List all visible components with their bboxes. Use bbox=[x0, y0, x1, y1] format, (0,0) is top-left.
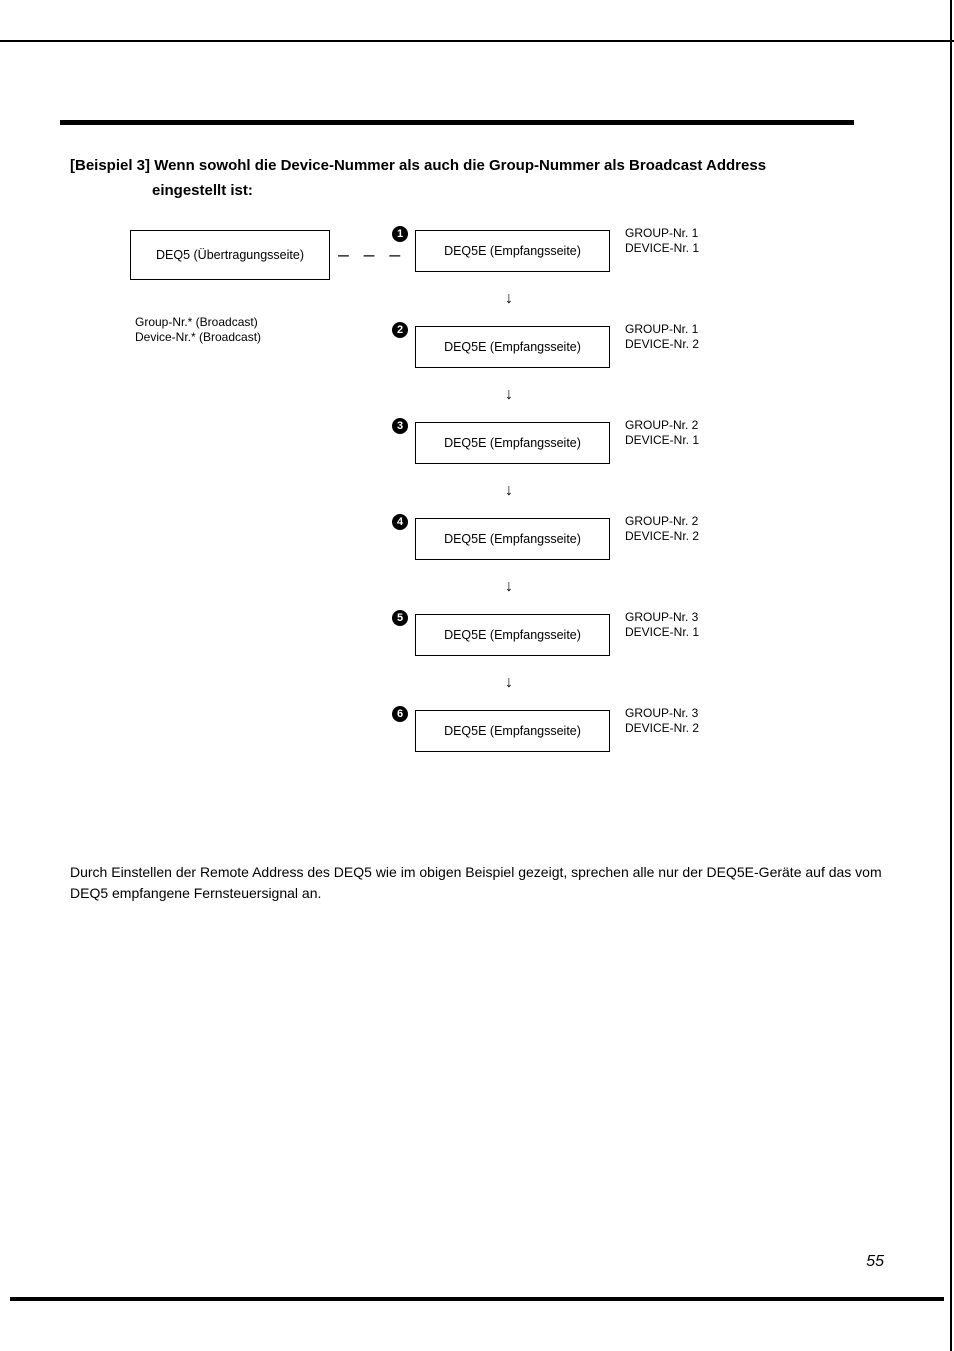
receiver-info-2: GROUP-Nr. 1DEVICE-Nr. 2 bbox=[625, 322, 699, 352]
receiver-info-device: DEVICE-Nr. 2 bbox=[625, 529, 699, 544]
receiver-info-device: DEVICE-Nr. 1 bbox=[625, 625, 699, 640]
page: [Beispiel 3] Wenn sowohl die Device-Numm… bbox=[0, 0, 954, 1351]
receiver-info-3: GROUP-Nr. 2DEVICE-Nr. 1 bbox=[625, 418, 699, 448]
receiver-info-device: DEVICE-Nr. 2 bbox=[625, 337, 699, 352]
down-arrow-icon: ↓ bbox=[505, 482, 513, 500]
receiver-info-5: GROUP-Nr. 3DEVICE-Nr. 1 bbox=[625, 610, 699, 640]
receiver-info-1: GROUP-Nr. 1DEVICE-Nr. 1 bbox=[625, 226, 699, 256]
broadcast-diagram: DEQ5 (Übertragungsseite) Group-Nr.* (Bro… bbox=[0, 220, 954, 820]
receiver-badge-1: 1 bbox=[392, 226, 408, 242]
receiver-badge-6: 6 bbox=[392, 706, 408, 722]
receiver-info-group: GROUP-Nr. 2 bbox=[625, 418, 699, 433]
receiver-info-group: GROUP-Nr. 3 bbox=[625, 706, 699, 721]
receiver-box-2: DEQ5E (Empfangsseite) bbox=[415, 326, 610, 368]
receiver-info-device: DEVICE-Nr. 1 bbox=[625, 241, 699, 256]
transmit-sub-line1: Group-Nr.* (Broadcast) bbox=[135, 315, 261, 330]
receiver-box-4: DEQ5E (Empfangsseite) bbox=[415, 518, 610, 560]
receiver-box-5: DEQ5E (Empfangsseite) bbox=[415, 614, 610, 656]
down-arrow-icon: ↓ bbox=[505, 578, 513, 596]
receiver-box-1: DEQ5E (Empfangsseite) bbox=[415, 230, 610, 272]
transmit-box: DEQ5 (Übertragungsseite) bbox=[130, 230, 330, 280]
down-arrow-icon: ↓ bbox=[505, 674, 513, 692]
heading-tag: [Beispiel 3] bbox=[70, 157, 150, 174]
receiver-badge-2: 2 bbox=[392, 322, 408, 338]
example-heading: [Beispiel 3] Wenn sowohl die Device-Numm… bbox=[70, 155, 854, 202]
heading-title-line1: Wenn sowohl die Device-Nummer als auch d… bbox=[154, 157, 766, 174]
page-number: 55 bbox=[866, 1253, 884, 1271]
heading-title-line2: eingestellt ist: bbox=[70, 180, 854, 203]
section-rule bbox=[60, 120, 854, 125]
receiver-box-3: DEQ5E (Empfangsseite) bbox=[415, 422, 610, 464]
transmit-sub-line2: Device-Nr.* (Broadcast) bbox=[135, 330, 261, 345]
down-arrow-icon: ↓ bbox=[505, 290, 513, 308]
receiver-info-group: GROUP-Nr. 2 bbox=[625, 514, 699, 529]
down-arrow-icon: ↓ bbox=[505, 386, 513, 404]
receiver-badge-3: 3 bbox=[392, 418, 408, 434]
receiver-info-group: GROUP-Nr. 1 bbox=[625, 322, 699, 337]
top-rule bbox=[0, 40, 954, 42]
receiver-info-4: GROUP-Nr. 2DEVICE-Nr. 2 bbox=[625, 514, 699, 544]
explanatory-paragraph: Durch Einstellen der Remote Address des … bbox=[70, 862, 904, 904]
receiver-badge-5: 5 bbox=[392, 610, 408, 626]
receiver-info-device: DEVICE-Nr. 1 bbox=[625, 433, 699, 448]
receiver-info-group: GROUP-Nr. 3 bbox=[625, 610, 699, 625]
receiver-info-group: GROUP-Nr. 1 bbox=[625, 226, 699, 241]
transmit-sublabel: Group-Nr.* (Broadcast) Device-Nr.* (Broa… bbox=[135, 315, 261, 345]
receiver-info-device: DEVICE-Nr. 2 bbox=[625, 721, 699, 736]
receiver-badge-4: 4 bbox=[392, 514, 408, 530]
receiver-info-6: GROUP-Nr. 3DEVICE-Nr. 2 bbox=[625, 706, 699, 736]
receiver-box-6: DEQ5E (Empfangsseite) bbox=[415, 710, 610, 752]
bottom-rule bbox=[10, 1297, 944, 1301]
